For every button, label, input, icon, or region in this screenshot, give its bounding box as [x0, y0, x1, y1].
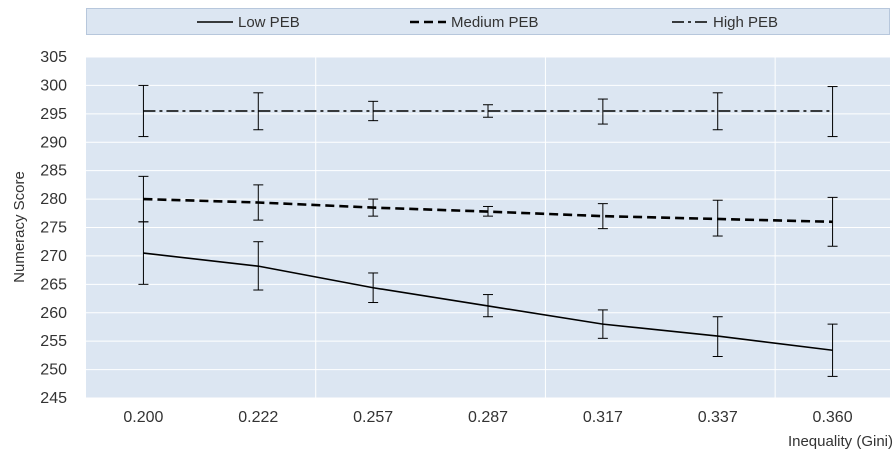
y-tick-label: 270 [40, 248, 67, 265]
x-tick-label: 0.337 [698, 409, 738, 426]
y-tick-label: 275 [40, 220, 67, 237]
legend-label: Low PEB [238, 14, 300, 31]
y-tick-label: 285 [40, 163, 67, 180]
y-axis-title: Numeracy Score [11, 171, 28, 283]
plot-area: 245 250 255 260 265 270 275 280 285 290 295 300 305 0… [40, 49, 890, 426]
y-tick-label: 245 [40, 390, 67, 407]
x-tick-label: 0.200 [123, 409, 163, 426]
y-tick-label: 295 [40, 106, 67, 123]
y-tick-label: 265 [40, 276, 67, 293]
x-tick-label: 0.287 [468, 409, 508, 426]
legend-item: High PEB [672, 14, 778, 31]
legend-label: High PEB [713, 14, 778, 31]
y-tick-label: 290 [40, 134, 67, 151]
y-tick-label: 260 [40, 305, 67, 322]
legend-label: Medium PEB [451, 14, 539, 31]
legend-item: Low PEB [197, 14, 300, 31]
series-low-peb [138, 221, 838, 377]
y-tick-label: 280 [40, 191, 67, 208]
series-line [143, 197, 833, 224]
x-axis-title: Inequality (Gini) [788, 433, 893, 450]
series-medium-peb [138, 175, 838, 247]
series-high-peb [138, 84, 838, 138]
x-tick-label: 0.360 [813, 409, 853, 426]
x-tick-label: 0.317 [583, 409, 623, 426]
x-tick-label: 0.222 [238, 409, 278, 426]
y-tick-label: 300 [40, 77, 67, 94]
y-tick-label: 250 [40, 362, 67, 379]
legend: Low PEB Medium PEB High PEB [197, 14, 778, 31]
y-tick-label: 305 [40, 49, 67, 66]
legend-item: Medium PEB [410, 14, 539, 31]
x-tick-label: 0.257 [353, 409, 393, 426]
series-line [143, 252, 833, 352]
y-tick-label: 255 [40, 333, 67, 350]
